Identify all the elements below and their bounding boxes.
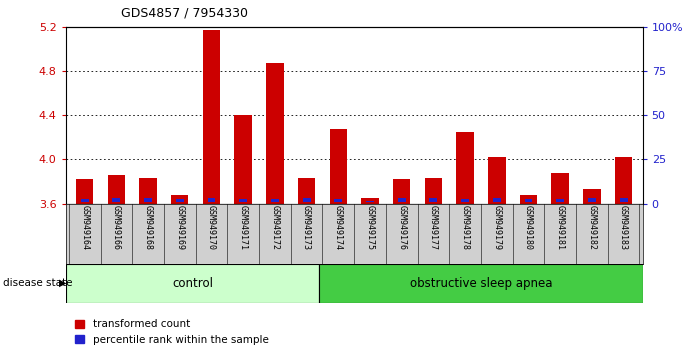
Text: GSM949179: GSM949179: [492, 205, 501, 250]
Bar: [520, 195, 537, 204]
Bar: [207, 198, 216, 202]
Bar: [334, 199, 342, 202]
Text: obstructive sleep apnea: obstructive sleep apnea: [410, 277, 552, 290]
Text: GSM949176: GSM949176: [397, 205, 406, 250]
Bar: [393, 179, 410, 204]
Bar: [488, 157, 506, 204]
Bar: [202, 30, 220, 204]
Text: GSM949178: GSM949178: [461, 205, 470, 250]
Bar: [461, 199, 469, 202]
Bar: [583, 189, 600, 204]
Text: GSM949171: GSM949171: [238, 205, 247, 250]
Text: GSM949166: GSM949166: [112, 205, 121, 250]
Bar: [303, 198, 310, 202]
Bar: [524, 199, 533, 202]
Bar: [588, 198, 596, 202]
Bar: [140, 178, 157, 204]
Bar: [551, 173, 569, 204]
Bar: [398, 198, 406, 202]
Bar: [430, 198, 437, 202]
Bar: [266, 63, 283, 204]
Legend: transformed count, percentile rank within the sample: transformed count, percentile rank withi…: [71, 315, 273, 349]
Bar: [298, 178, 315, 204]
Text: GSM949172: GSM949172: [270, 205, 279, 250]
Bar: [556, 199, 564, 202]
Text: ▶: ▶: [59, 278, 66, 288]
Bar: [319, 264, 643, 303]
Bar: [239, 199, 247, 202]
Bar: [171, 195, 189, 204]
Bar: [620, 198, 627, 202]
Text: GSM949181: GSM949181: [556, 205, 565, 250]
Text: GSM949177: GSM949177: [429, 205, 438, 250]
Text: GSM949180: GSM949180: [524, 205, 533, 250]
Bar: [361, 198, 379, 204]
Text: GSM949164: GSM949164: [80, 205, 89, 250]
Text: GDS4857 / 7954330: GDS4857 / 7954330: [121, 6, 248, 19]
Text: GSM949168: GSM949168: [144, 205, 153, 250]
Bar: [234, 115, 252, 204]
Bar: [330, 130, 347, 204]
Bar: [366, 201, 374, 202]
Text: GSM949173: GSM949173: [302, 205, 311, 250]
Bar: [456, 132, 474, 204]
Bar: [144, 198, 152, 202]
Text: GSM949169: GSM949169: [176, 205, 184, 250]
Text: control: control: [172, 277, 213, 290]
Text: GSM949183: GSM949183: [619, 205, 628, 250]
Text: disease state: disease state: [3, 278, 73, 288]
Bar: [76, 179, 93, 204]
Text: GSM949174: GSM949174: [334, 205, 343, 250]
Bar: [66, 264, 319, 303]
Text: GSM949170: GSM949170: [207, 205, 216, 250]
Bar: [113, 198, 120, 202]
Bar: [108, 175, 125, 204]
Bar: [425, 178, 442, 204]
Bar: [271, 199, 278, 202]
Bar: [615, 157, 632, 204]
Text: GSM949182: GSM949182: [587, 205, 596, 250]
Bar: [81, 199, 88, 202]
Bar: [493, 198, 501, 202]
Text: GSM949175: GSM949175: [366, 205, 375, 250]
Bar: [176, 199, 184, 202]
